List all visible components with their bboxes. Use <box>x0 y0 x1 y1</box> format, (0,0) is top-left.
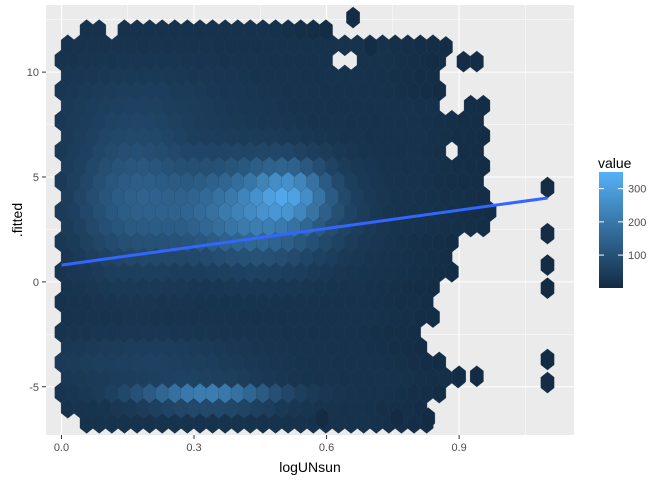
hexbin <box>469 50 484 73</box>
hexbin <box>421 407 436 430</box>
hexbin <box>540 277 555 299</box>
x-tick-label: 0.0 <box>54 442 69 454</box>
hexbin <box>346 6 360 29</box>
hexbin <box>452 365 466 388</box>
x-axis-title: logUNsun <box>279 459 340 475</box>
hexbin <box>390 407 405 430</box>
hexbin <box>319 19 333 41</box>
legend-title: value <box>598 155 632 171</box>
hexbin <box>315 407 329 430</box>
hexbin <box>363 36 378 58</box>
trend-line <box>61 196 548 267</box>
y-tick-label: 5 <box>33 172 39 184</box>
hexbin <box>432 351 447 374</box>
y-axis: -5 0 5 10 <box>27 67 46 394</box>
hexbin <box>540 222 555 245</box>
legend: value 100 200 300 <box>598 155 646 288</box>
hexbin <box>540 254 555 276</box>
x-axis: 0.0 0.3 0.6 0.9 <box>54 435 467 454</box>
hexbin <box>469 365 484 388</box>
x-tick-label: 0.3 <box>186 442 201 454</box>
hexbin <box>425 50 440 73</box>
y-tick-label: -5 <box>29 382 39 394</box>
y-tick-label: 10 <box>27 67 39 79</box>
hexbin <box>92 19 107 41</box>
hexbin <box>540 371 555 394</box>
hexbin <box>540 348 555 371</box>
x-tick-label: 0.6 <box>319 442 334 454</box>
trend-line-layer <box>61 196 548 267</box>
hexbins <box>54 6 555 434</box>
legend-colorbar <box>599 172 623 288</box>
x-tick-label: 0.9 <box>451 442 466 454</box>
hexbin <box>476 94 491 117</box>
y-tick-label: 0 <box>33 277 39 289</box>
legend-ticks: 100 200 300 <box>599 184 646 262</box>
legend-label: 300 <box>628 184 646 196</box>
y-axis-title: .fitted <box>9 203 25 237</box>
hexbin <box>439 36 453 58</box>
legend-label: 200 <box>628 217 646 229</box>
legend-label: 100 <box>628 250 646 262</box>
